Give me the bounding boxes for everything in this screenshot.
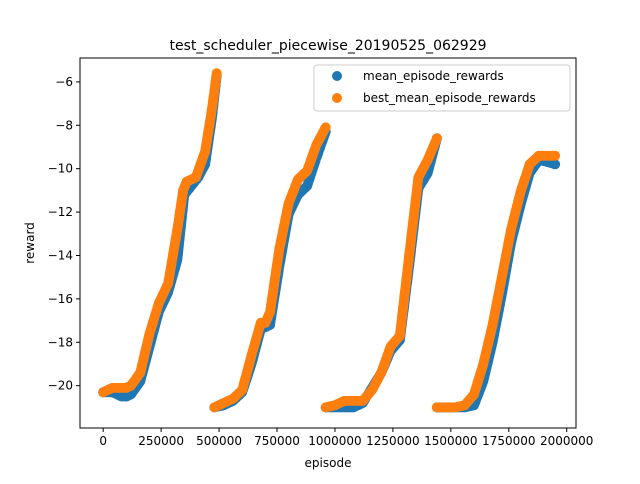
y-tick-label: −10: [48, 162, 73, 176]
legend-marker-mean: [332, 71, 342, 81]
data-point: [431, 133, 442, 144]
y-tick-label: −18: [48, 335, 73, 349]
y-tick-label: −16: [48, 292, 73, 306]
y-tick-label: −12: [48, 205, 73, 219]
x-tick-label: 750000: [254, 434, 300, 448]
x-tick-label: 250000: [138, 434, 184, 448]
y-axis-label: reward: [23, 222, 37, 264]
data-point: [550, 150, 561, 161]
legend-label-mean: mean_episode_rewards: [363, 69, 504, 83]
chart-title: test_scheduler_piecewise_20190525_062929: [169, 38, 486, 54]
data-point: [550, 159, 561, 170]
legend-box: [313, 64, 571, 112]
y-axis-ticks: −20 −18 −16 −14 −12 −10 −8 −6: [48, 75, 80, 393]
points-layer: [98, 68, 561, 413]
x-axis-ticks: 0 250000 500000 750000 1000000 1250000 1500000…: [99, 428, 593, 448]
y-tick-label: −20: [48, 379, 73, 393]
series-best_mean_episode_rewards: [98, 68, 561, 413]
legend-marker-best: [332, 93, 342, 103]
x-tick-label: 2000000: [540, 434, 593, 448]
axes-frame: [79, 57, 577, 429]
y-tick-label: −8: [55, 118, 73, 132]
y-tick-label: −6: [55, 75, 73, 89]
x-tick-label: 0: [99, 434, 107, 448]
legend-label-best: best_mean_episode_rewards: [363, 91, 536, 105]
x-axis-label: episode: [305, 456, 352, 470]
x-tick-label: 1250000: [366, 434, 419, 448]
y-tick-label: −14: [48, 248, 73, 262]
x-tick-label: 1500000: [424, 434, 477, 448]
data-point: [211, 68, 222, 79]
x-tick-label: 500000: [196, 434, 242, 448]
x-tick-label: 1000000: [308, 434, 361, 448]
x-tick-label: 1750000: [482, 434, 535, 448]
legend: mean_episode_rewards best_mean_episode_r…: [313, 64, 571, 112]
data-point: [320, 122, 331, 133]
